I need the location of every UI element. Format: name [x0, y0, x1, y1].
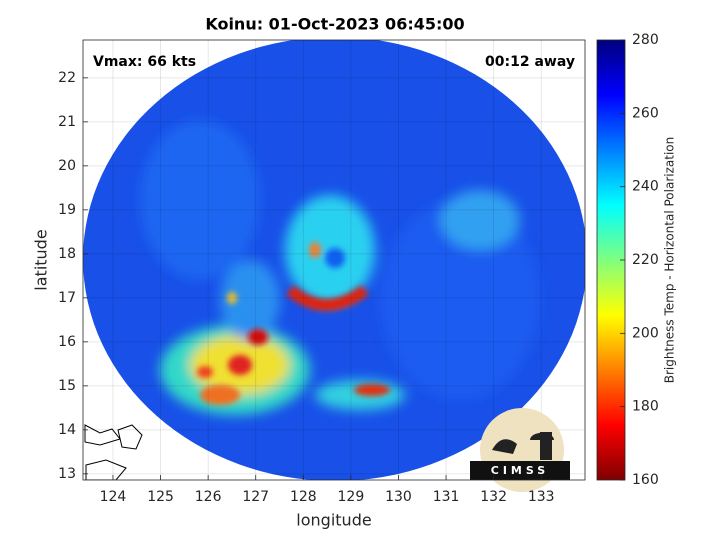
- colorbar-tick-label: 260: [632, 105, 659, 121]
- x-tick-label: 125: [147, 489, 174, 505]
- x-tick-label: 129: [338, 489, 365, 505]
- y-tick-label: 19: [58, 202, 76, 218]
- colorbar-label: Brightness Temp - Horizontal Polarizatio…: [663, 137, 677, 384]
- logo-text: CIMSS: [491, 464, 549, 477]
- y-tick-label: 20: [58, 158, 76, 174]
- chart-title: Koinu: 01-Oct-2023 06:45:00: [205, 15, 464, 34]
- y-tick-label: 17: [58, 290, 76, 306]
- colorbar-tick-label: 240: [632, 179, 659, 195]
- colorbar-tick-label: 180: [632, 399, 659, 415]
- y-tick-label: 21: [58, 114, 76, 130]
- logo: CIMSS: [470, 408, 570, 492]
- y-tick-label: 14: [58, 422, 76, 438]
- y-tick-label: 22: [58, 70, 76, 86]
- x-tick-label: 126: [195, 489, 222, 505]
- x-tick-label: 131: [433, 489, 460, 505]
- x-tick-label: 127: [242, 489, 269, 505]
- x-axis-label: longitude: [296, 511, 371, 530]
- y-tick-label: 13: [58, 466, 76, 482]
- x-tick-label: 133: [528, 489, 555, 505]
- x-tick-label: 124: [100, 489, 127, 505]
- x-tick-label: 130: [385, 489, 412, 505]
- satellite-image: [83, 40, 585, 480]
- colorbar-tick-label: 220: [632, 252, 659, 268]
- colorbar-tick-label: 160: [632, 472, 659, 488]
- y-tick-label: 15: [58, 378, 76, 394]
- axes-frame: [82, 39, 586, 481]
- x-tick-label: 128: [290, 489, 317, 505]
- y-axis-label: latitude: [32, 229, 51, 290]
- colorbar-tick-label: 280: [632, 32, 659, 48]
- annotation-time: 00:12 away: [485, 54, 575, 70]
- y-tick-label: 18: [58, 246, 76, 262]
- y-tick-label: 16: [58, 334, 76, 350]
- colorbar-tick-label: 200: [632, 325, 659, 341]
- x-tick-label: 132: [480, 489, 507, 505]
- annotation-vmax: Vmax: 66 kts: [93, 54, 196, 70]
